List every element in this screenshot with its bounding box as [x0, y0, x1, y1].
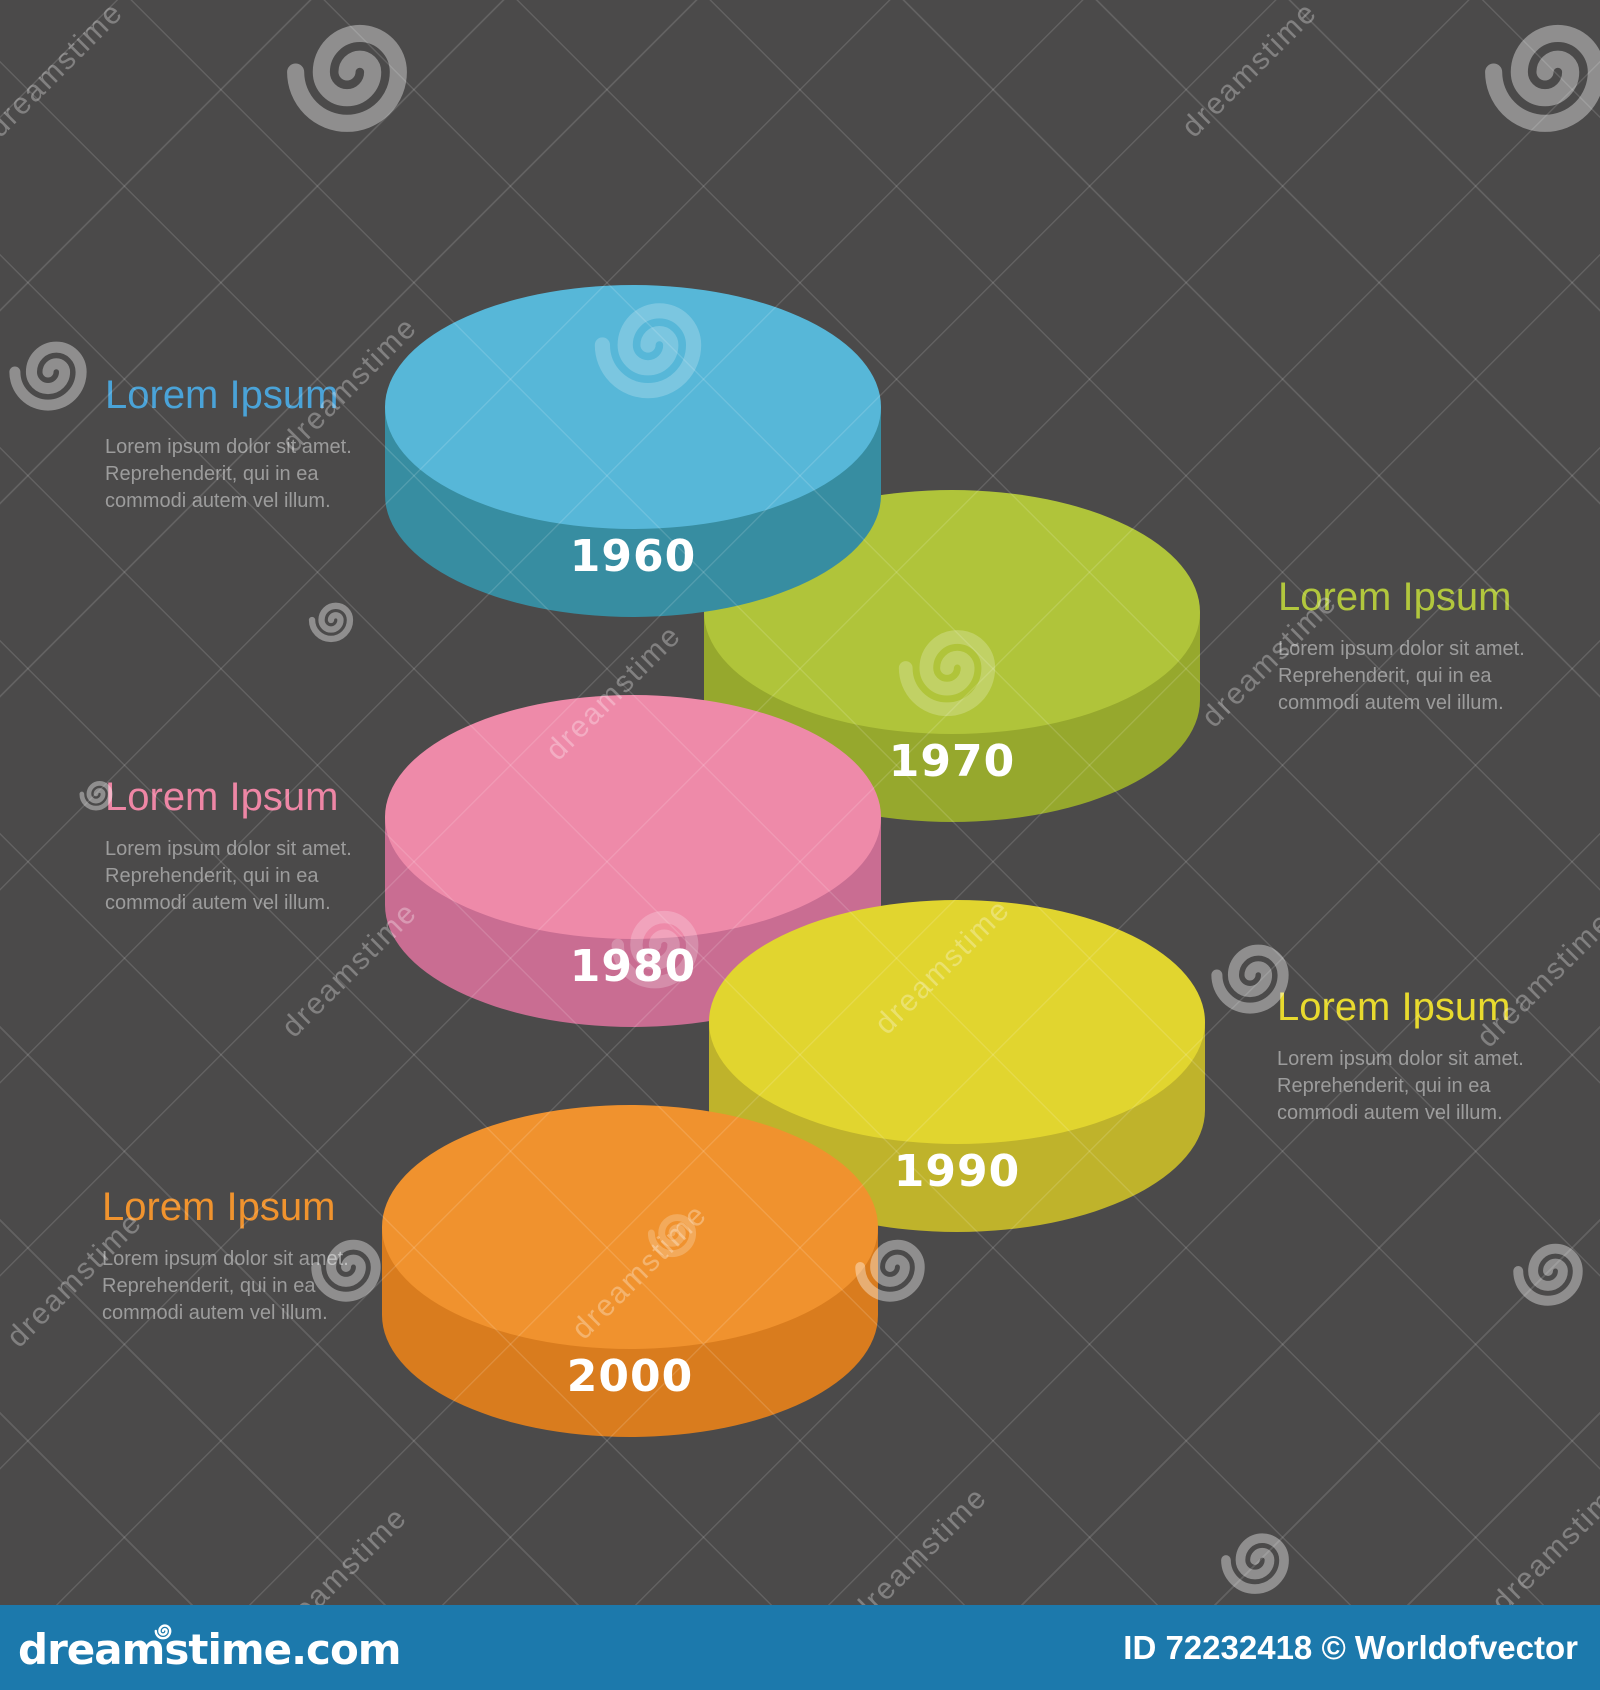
dreamstime-watermark-text: dreamstime [1175, 0, 1324, 144]
info-block-1970: Lorem Ipsum Lorem ipsum dolor sit amet. … [1278, 574, 1578, 717]
info-1970-heading: Lorem Ipsum [1278, 575, 1512, 619]
timeline-disk-1960: 1960 [385, 285, 881, 617]
watermark-spiral-icon [861, 582, 1033, 754]
disk-1980-top [385, 695, 881, 939]
dreamstime-spiral-icon [0, 303, 117, 441]
disk-2000-year-label: 2000 [566, 1351, 694, 1402]
info-1980-description: Lorem ipsum dolor sit amet. Reprehenderi… [105, 838, 352, 914]
info-1980-heading: Lorem Ipsum [105, 775, 339, 819]
dreamstime-spiral-icon [1195, 1500, 1316, 1621]
info-2000-description: Lorem ipsum dolor sit amet. Reprehenderi… [102, 1248, 349, 1324]
timeline-disk-1980: 1980 [385, 695, 881, 1027]
watermark-spiral-icon [553, 250, 743, 440]
disk-1970-year-label: 1970 [888, 736, 1016, 787]
info-block-1990: Lorem Ipsum Lorem ipsum dolor sit amet. … [1277, 984, 1577, 1127]
dreamstime-watermark-text: dreamstime [1485, 1470, 1600, 1619]
disk-2000-top [382, 1105, 878, 1349]
dreamstime-logo-spiral-icon [154, 1624, 172, 1640]
info-block-2000: Lorem Ipsum Lorem ipsum dolor sit amet. … [102, 1184, 402, 1327]
dreamstime-watermark-text: dreamstime [0, 0, 130, 144]
info-1990-description: Lorem ipsum dolor sit amet. Reprehenderi… [1277, 1048, 1524, 1124]
dreamstime-spiral-icon [240, 0, 454, 179]
info-1990-heading: Lorem Ipsum [1277, 985, 1511, 1029]
info-1960-heading: Lorem Ipsum [105, 373, 339, 417]
dreamstime-logo: dreamstime.com [18, 1625, 402, 1674]
info-block-1980: Lorem Ipsum Lorem ipsum dolor sit amet. … [105, 774, 405, 917]
dreamstime-spiral-icon [292, 581, 371, 660]
info-block-1960: Lorem Ipsum Lorem ipsum dolor sit amet. … [105, 372, 405, 515]
image-credit: ID 72232418 © Worldofvector [1123, 1628, 1578, 1666]
info-1970-description: Lorem ipsum dolor sit amet. Reprehenderi… [1278, 638, 1525, 714]
timeline-disk-2000: 2000 [382, 1105, 878, 1437]
disk-1990-top [709, 900, 1205, 1144]
disk-1960-year-label: 1960 [569, 531, 697, 582]
dreamstime-spiral-icon [1486, 1209, 1600, 1333]
footer-bar: dreamstime.com ID 72232418 © Worldofvect… [0, 1605, 1600, 1690]
info-1960-description: Lorem ipsum dolor sit amet. Reprehenderi… [105, 436, 352, 512]
disk-1980-year-label: 1980 [569, 941, 697, 992]
watermark-spiral-icon [629, 1190, 715, 1276]
dreamstime-spiral-icon [1438, 0, 1600, 179]
info-2000-heading: Lorem Ipsum [102, 1185, 336, 1229]
disk-1990-year-label: 1990 [893, 1146, 1021, 1197]
